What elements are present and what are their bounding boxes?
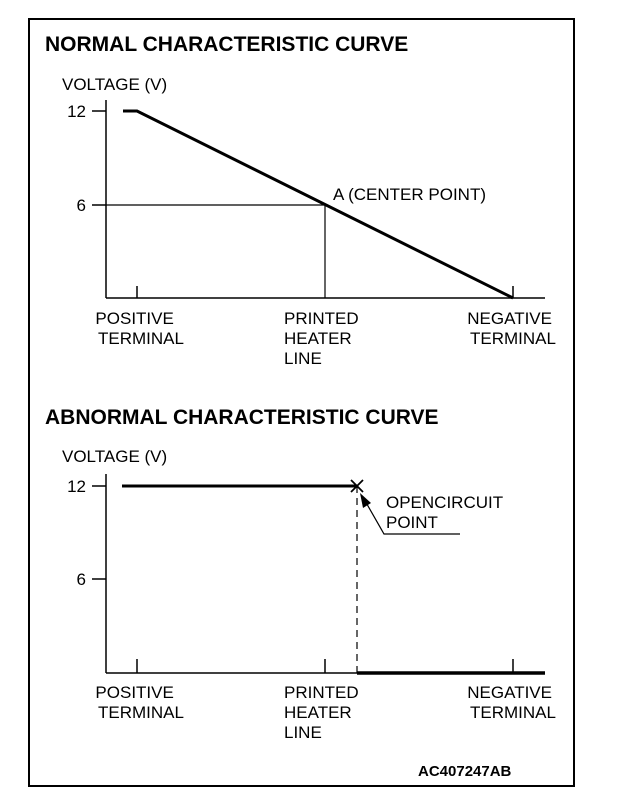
abnormal-x-tick-label-printed-heater-line: PRINTED HEATER LINE	[284, 683, 363, 742]
normal-x-tick-label-negative: NEGATIVE TERMINAL	[467, 309, 556, 348]
diagram-frame	[28, 18, 575, 787]
normal-y-axis-label: VOLTAGE (V)	[62, 75, 167, 94]
open-circuit-leader-arrow	[360, 493, 460, 535]
normal-x-tick-label-positive: POSITIVE TERMINAL	[95, 309, 184, 348]
normal-y-tick-label-6: 6	[77, 196, 86, 215]
open-circuit-x-marker	[350, 479, 364, 493]
center-point-annotation: A (CENTER POINT)	[333, 185, 486, 204]
abnormal-y-tick-label-6: 6	[77, 570, 86, 589]
normal-voltage-curve	[123, 109, 514, 300]
abnormal-chart: ABNORMAL CHARACTERISTIC CURVE VOLTAGE (V…	[45, 406, 556, 742]
abnormal-y-tick-label-12: 12	[67, 477, 86, 496]
abnormal-x-tick-label-positive: POSITIVE TERMINAL	[95, 683, 184, 722]
open-circuit-point-annotation: OPENCIRCUIT POINT	[386, 493, 508, 532]
figure-code: AC407247AB	[418, 763, 512, 780]
normal-chart: NORMAL CHARACTERISTIC CURVE VOLTAGE (V) …	[45, 33, 556, 368]
abnormal-x-tick-label-negative: NEGATIVE TERMINAL	[467, 683, 556, 722]
normal-x-tick-label-printed-heater-line: PRINTED HEATER LINE	[284, 309, 363, 368]
normal-chart-title: NORMAL CHARACTERISTIC CURVE	[45, 33, 408, 56]
abnormal-y-axis-label: VOLTAGE (V)	[62, 447, 167, 466]
normal-y-tick-label-12: 12	[67, 102, 86, 121]
abnormal-chart-title: ABNORMAL CHARACTERISTIC CURVE	[45, 406, 439, 429]
